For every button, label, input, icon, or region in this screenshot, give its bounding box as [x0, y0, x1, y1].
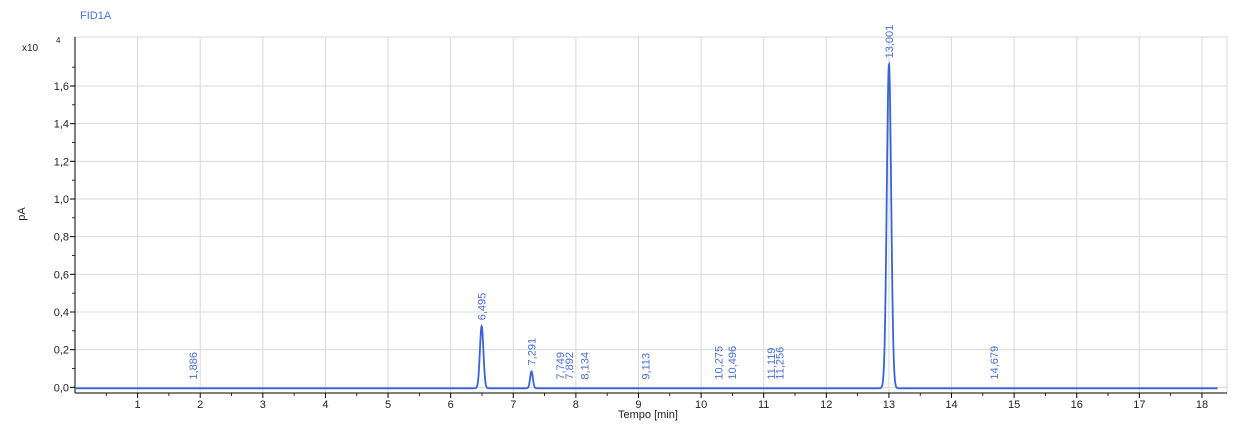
x-tick-label: 5 [385, 399, 391, 411]
x-tick-label: 6 [448, 399, 454, 411]
x-tick-label: 18 [1196, 399, 1208, 411]
x-tick-label: 17 [1133, 399, 1145, 411]
peak-label-1-886: 1,886 [188, 352, 200, 380]
x-tick-label: 11 [758, 399, 769, 411]
y-tick-label: 0,6 [54, 269, 69, 281]
peak-label-7-892: 7,892 [564, 352, 576, 380]
y-exponent-label: 4 [56, 36, 61, 45]
peak-label-11-256: 11,256 [775, 347, 787, 380]
peak-label-10-496: 10,496 [727, 346, 739, 380]
trace-layer [75, 61, 1218, 390]
y-tick-label: 0,4 [54, 307, 69, 319]
x-tick-label: 7 [510, 399, 516, 411]
peak-label-7-749: 7,749 [555, 352, 567, 380]
peak-label-14-679: 14,679 [989, 346, 1001, 380]
y-tick-label: 1,4 [54, 119, 69, 131]
axes-layer: 1 2 3 4 5 6 7 8 9 10 11 12 13 14 15 16 17 180,00,20,40,60… [54, 37, 1227, 411]
x-tick-label: 13 [883, 399, 895, 411]
x-tick-label: 12 [820, 399, 832, 411]
chart-title: FID1A [80, 10, 112, 22]
x-tick-label: 14 [945, 399, 957, 411]
grid-layer [74, 36, 1228, 394]
y-tick-label: 1,2 [54, 156, 69, 168]
x-tick-label: 3 [260, 399, 266, 411]
x-tick-label: 16 [1071, 399, 1083, 411]
y-tick-label: 1,6 [54, 81, 69, 93]
x-tick-label: 15 [1008, 399, 1020, 411]
y-tick-label: 0,8 [54, 232, 69, 244]
y-tick-label: 1,0 [54, 194, 69, 206]
x-tick-label: 9 [635, 399, 641, 411]
peak-label-10-275: 10,275 [713, 346, 725, 380]
x-tick-label: 2 [197, 399, 203, 411]
peak-label-8-134: 8,134 [579, 352, 591, 380]
x-tick-label: 8 [573, 399, 579, 411]
x-tick-label: 1 [135, 399, 141, 411]
y-tick-label: 0,2 [54, 345, 69, 357]
peak-label-13-001: 13,001 [884, 25, 896, 59]
peak-label-11-119: 11,119 [766, 348, 778, 380]
chromatogram-trace [75, 61, 1218, 390]
y-multiplier-label: x10 [22, 43, 39, 54]
x-tick-label: 4 [322, 399, 328, 411]
peak-label-6-495: 6,495 [477, 293, 489, 321]
x-tick-label: 10 [695, 399, 707, 411]
y-axis-label: pA [16, 207, 28, 221]
peak-label-9-113: 9,113 [641, 353, 653, 380]
plot-frame [74, 36, 1228, 394]
peak-label-7-291: 7,291 [526, 338, 538, 366]
x-axis-label: Tempo [min] [618, 409, 678, 421]
y-tick-label: 0,0 [54, 382, 69, 394]
